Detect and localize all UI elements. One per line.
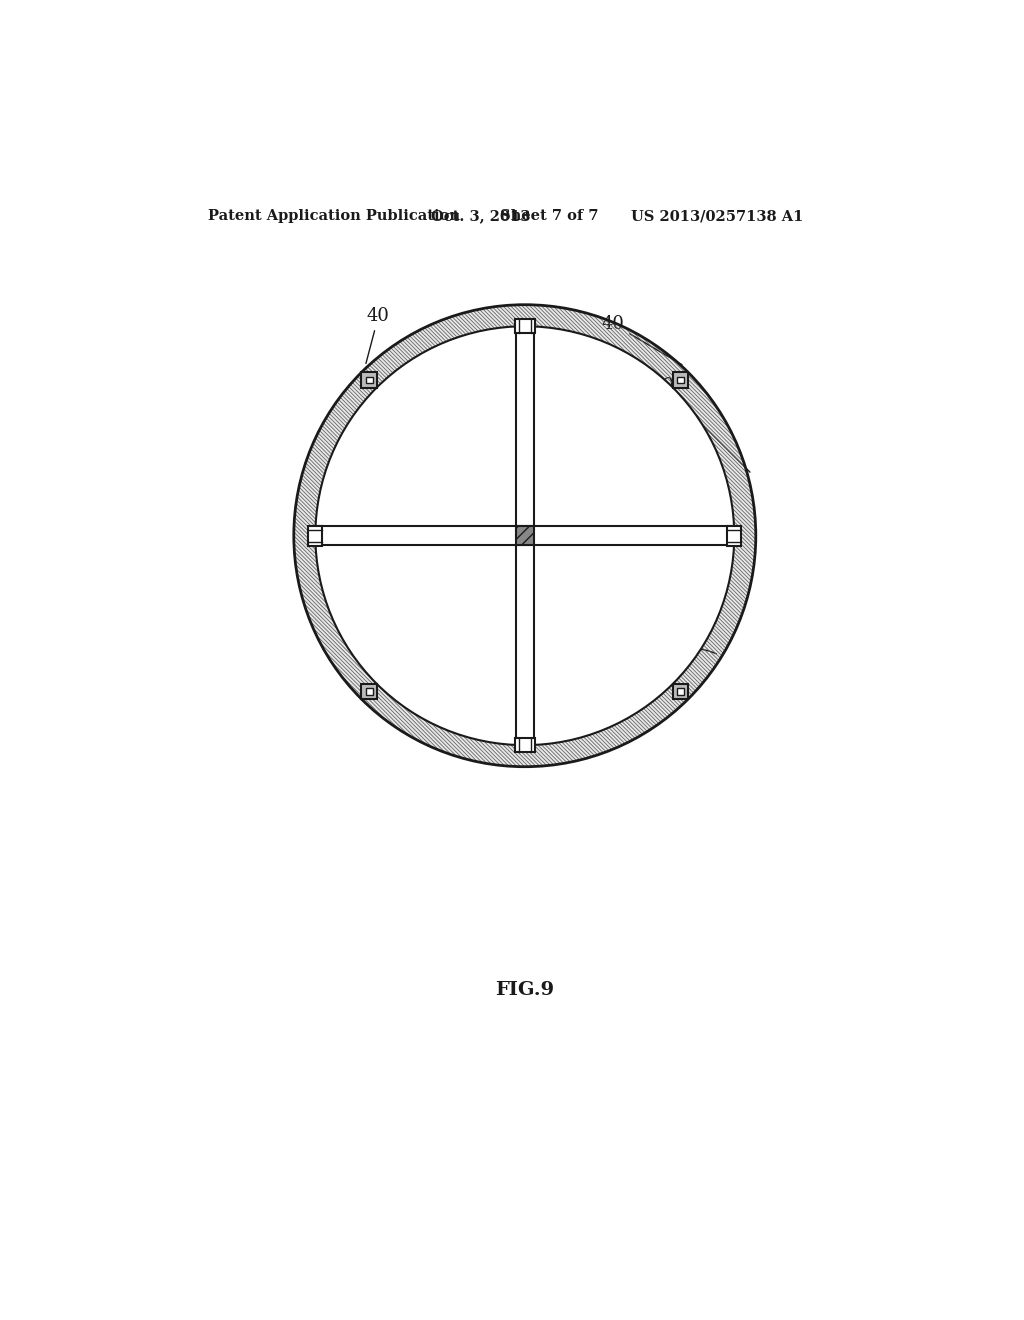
Bar bbox=[673, 684, 688, 700]
Text: 40: 40 bbox=[602, 315, 682, 364]
Text: 10: 10 bbox=[652, 376, 750, 473]
Circle shape bbox=[315, 326, 734, 744]
Bar bbox=[308, 525, 323, 545]
Bar bbox=[727, 525, 741, 545]
Bar bbox=[515, 319, 535, 333]
Bar bbox=[315, 527, 734, 545]
Bar bbox=[677, 376, 684, 383]
Text: FIG.9: FIG.9 bbox=[496, 981, 554, 999]
Text: Patent Application Publication: Patent Application Publication bbox=[208, 209, 460, 223]
Bar bbox=[673, 372, 688, 388]
Bar bbox=[361, 372, 377, 388]
Bar bbox=[366, 688, 373, 694]
Text: 41: 41 bbox=[652, 649, 717, 676]
Text: Oct. 3, 2013: Oct. 3, 2013 bbox=[431, 209, 530, 223]
Bar bbox=[366, 376, 373, 383]
Bar bbox=[677, 688, 684, 694]
Text: Sheet 7 of 7: Sheet 7 of 7 bbox=[500, 209, 599, 223]
Bar bbox=[515, 527, 535, 545]
Bar bbox=[361, 684, 377, 700]
Text: US 2013/0257138 A1: US 2013/0257138 A1 bbox=[631, 209, 804, 223]
Text: 40: 40 bbox=[366, 308, 390, 363]
Bar bbox=[515, 738, 535, 752]
Bar bbox=[515, 326, 535, 744]
